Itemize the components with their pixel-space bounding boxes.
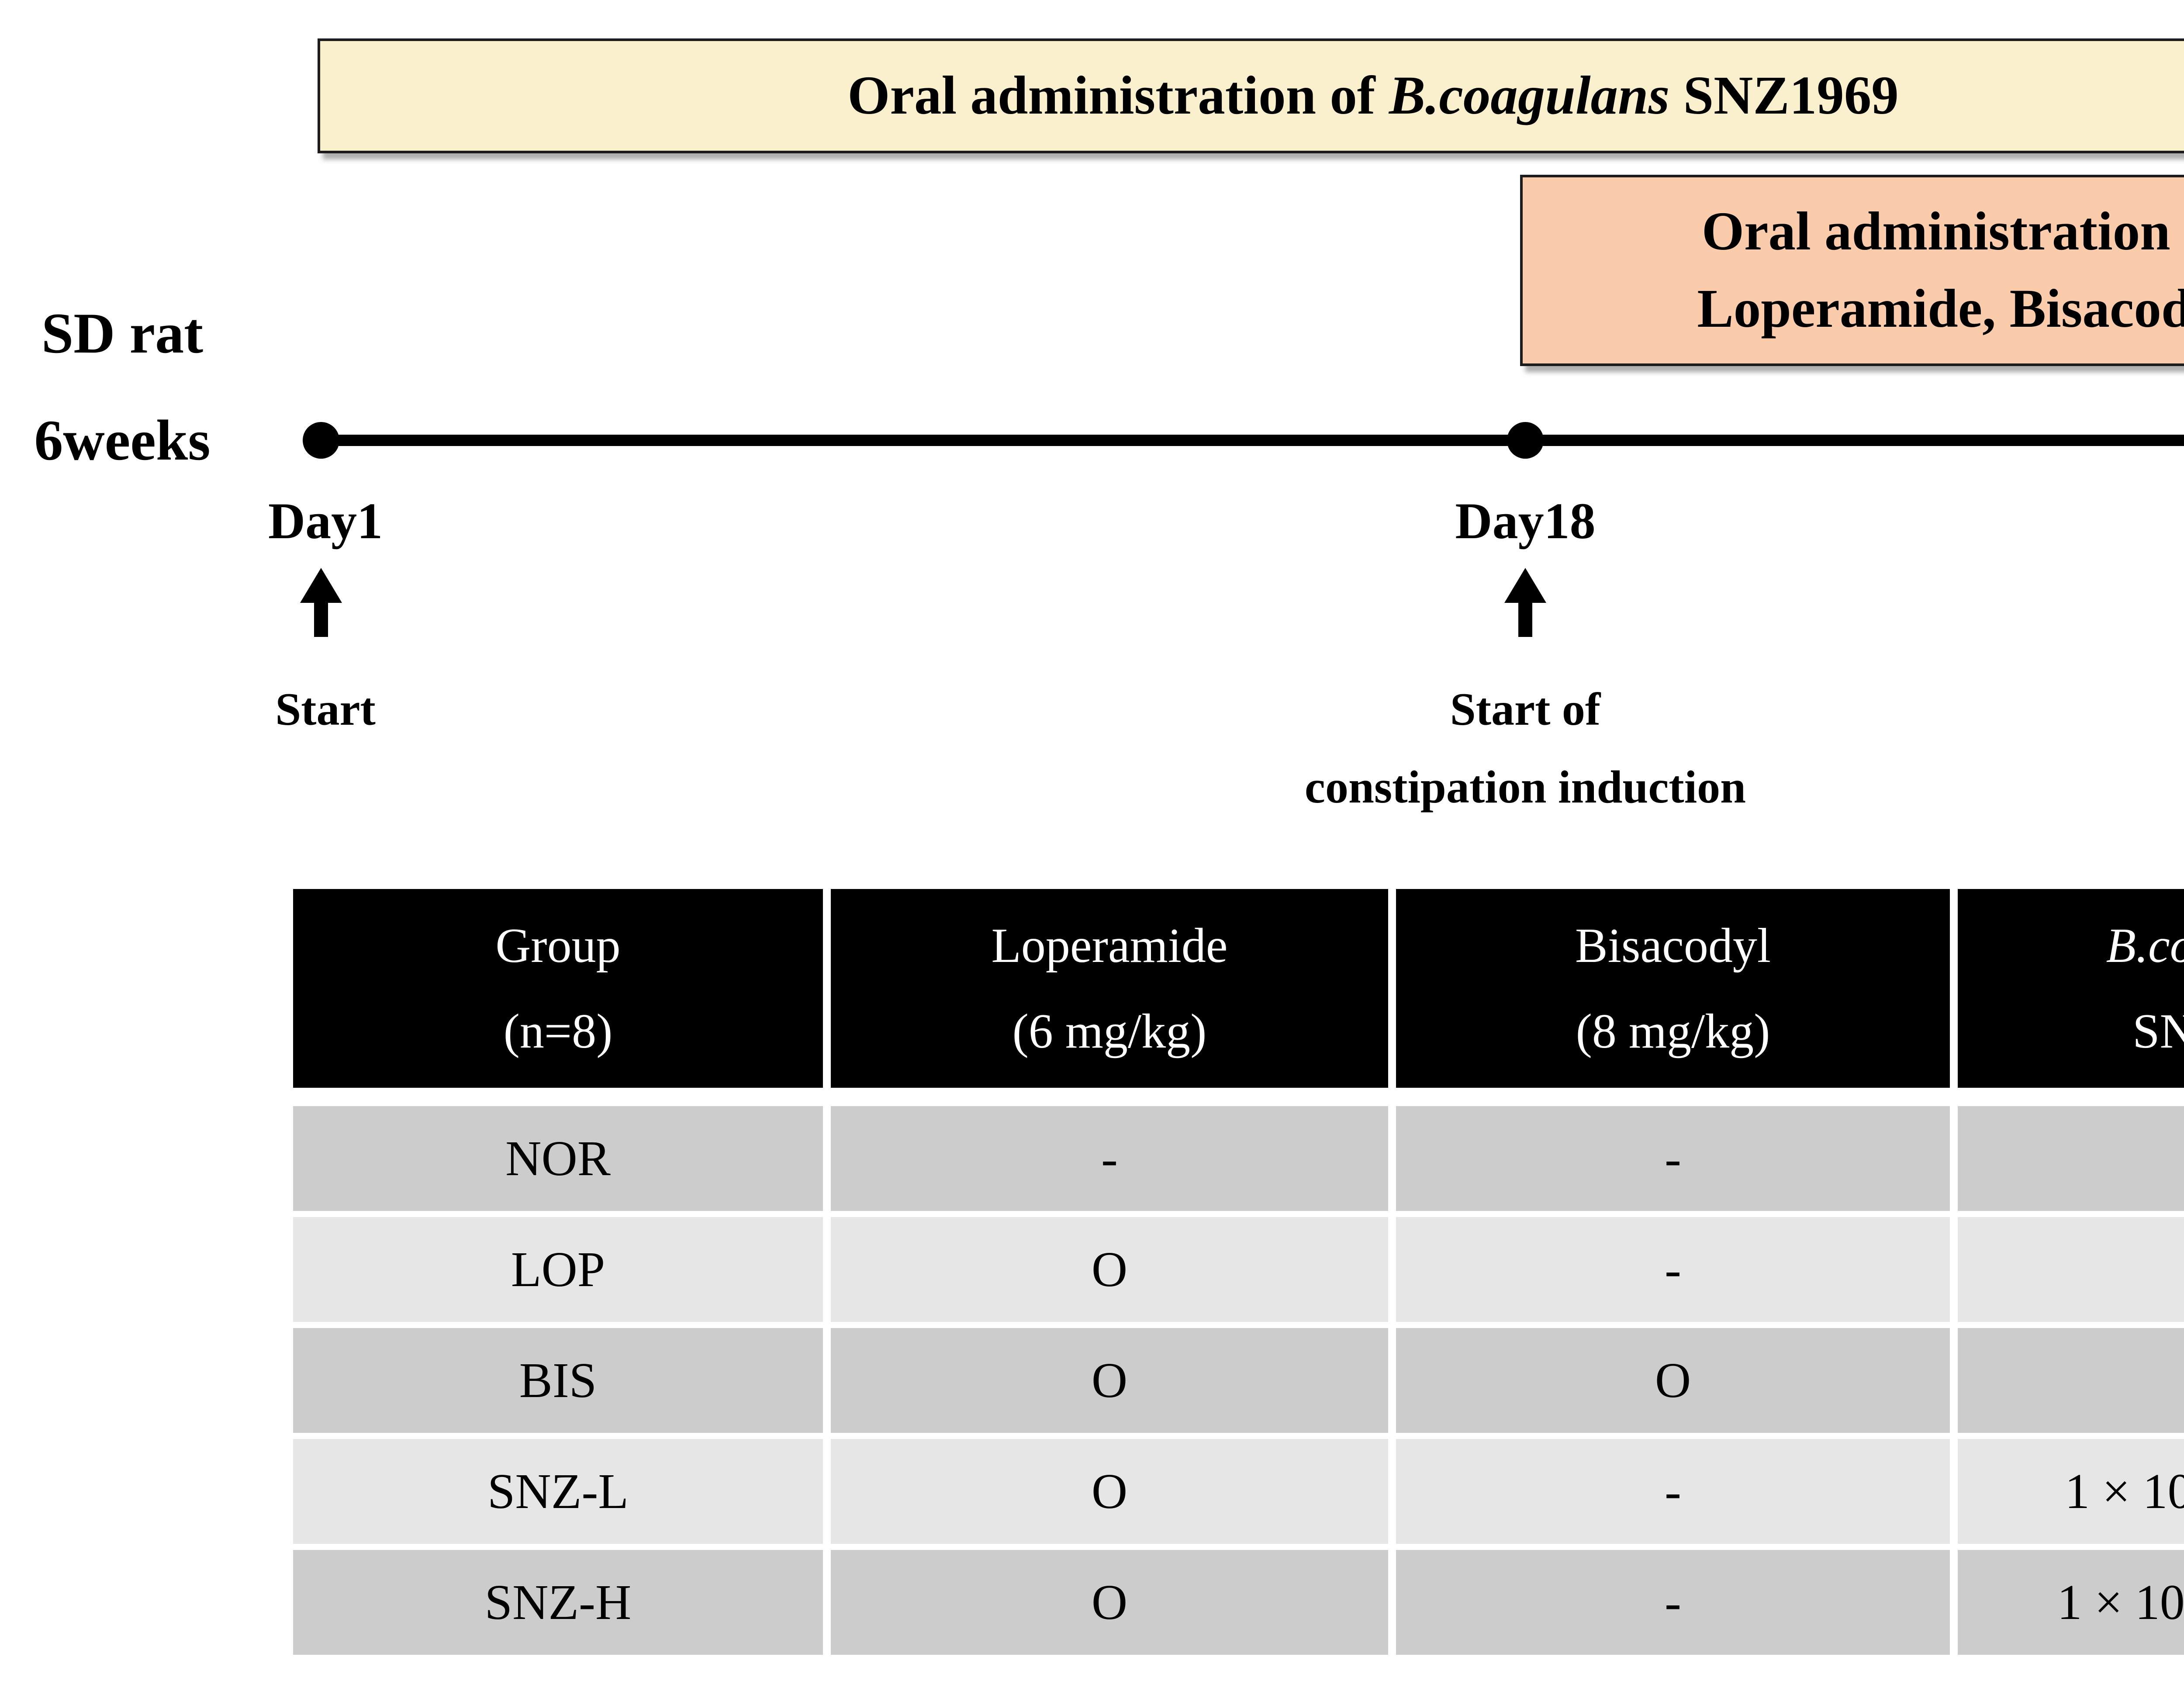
timeline-dot-day18 — [1507, 422, 1544, 459]
up-arrow-icon — [300, 568, 342, 637]
study-design-table: Group (n=8) Loperamide (6 mg/kg) Bisacodyl (8… — [293, 889, 2184, 1655]
header-cell: Bisacodyl (8 mg/kg) — [1396, 889, 1950, 1088]
table-cell: 1 × 108 CFU/day — [1958, 1439, 2184, 1544]
header-cell: Loperamide (6 mg/kg) — [831, 889, 1388, 1088]
subject-label: SD rat 6weeks — [13, 280, 232, 494]
table-row: SNZ-HO-1 × 1010 CFU/day — [293, 1550, 2184, 1655]
table-cell: - — [831, 1106, 1388, 1211]
event-label-constipation: Start of constipation induction — [1304, 684, 1746, 813]
day1-label: Day1 — [268, 492, 383, 550]
drug-banner-line1: Oral administration of — [1701, 201, 2184, 262]
group-cell: LOP — [293, 1217, 823, 1322]
table-cell: O — [831, 1217, 1388, 1322]
timeline-dot-day1 — [303, 422, 339, 459]
table-cell: 1 × 1010 CFU/day — [1958, 1550, 2184, 1655]
table-cell: O — [1396, 1328, 1950, 1433]
table-cell: O — [831, 1550, 1388, 1655]
group-cell: SNZ-H — [293, 1550, 823, 1655]
header-cell: Group (n=8) — [293, 889, 823, 1088]
probiotic-banner-text: Oral administration of B.coagulans SNZ19… — [847, 66, 1899, 126]
arrow-head — [300, 568, 342, 603]
arrow-stem — [1518, 603, 1532, 637]
table-cell: - — [1958, 1106, 2184, 1211]
table-cell: O — [831, 1328, 1388, 1433]
table-header: Group (n=8) Loperamide (6 mg/kg) Bisacodyl (8… — [293, 889, 2184, 1088]
timeline-line — [312, 435, 2184, 446]
table-cell: - — [1396, 1106, 1950, 1211]
up-arrow-icon — [1504, 568, 1546, 637]
table-cell: - — [1396, 1439, 1950, 1544]
arrow-head — [1504, 568, 1546, 603]
drug-administration-banner: Oral administration of Loperamide, Bisac… — [1520, 175, 2184, 366]
table-cell: O — [831, 1439, 1388, 1544]
event-label-sacrifice: Sacrifice — [2099, 671, 2184, 748]
group-cell: NOR — [293, 1106, 823, 1211]
table-row: NOR--- — [293, 1106, 2184, 1211]
group-cell: SNZ-L — [293, 1439, 823, 1544]
day18-label: Day18 — [1455, 492, 1596, 550]
table-cell: - — [1396, 1217, 1950, 1322]
subject-line1: SD rat — [41, 301, 204, 365]
subject-line2: 6weeks — [34, 408, 211, 472]
group-cell: BIS — [293, 1328, 823, 1433]
table-cell: - — [1396, 1550, 1950, 1655]
arrow-stem — [314, 603, 328, 637]
table-cell: - — [1958, 1328, 2184, 1433]
table-row: SNZ-LO-1 × 108 CFU/day — [293, 1439, 2184, 1544]
event-label-start: Start — [275, 684, 376, 735]
drug-banner-line2: Loperamide, Bisacodyl — [1697, 279, 2184, 339]
probiotic-administration-banner: Oral administration of B.coagulans SNZ19… — [318, 38, 2184, 153]
table-cell: - — [1958, 1217, 2184, 1322]
species-name-italic: B.coagulans — [1389, 66, 1670, 126]
